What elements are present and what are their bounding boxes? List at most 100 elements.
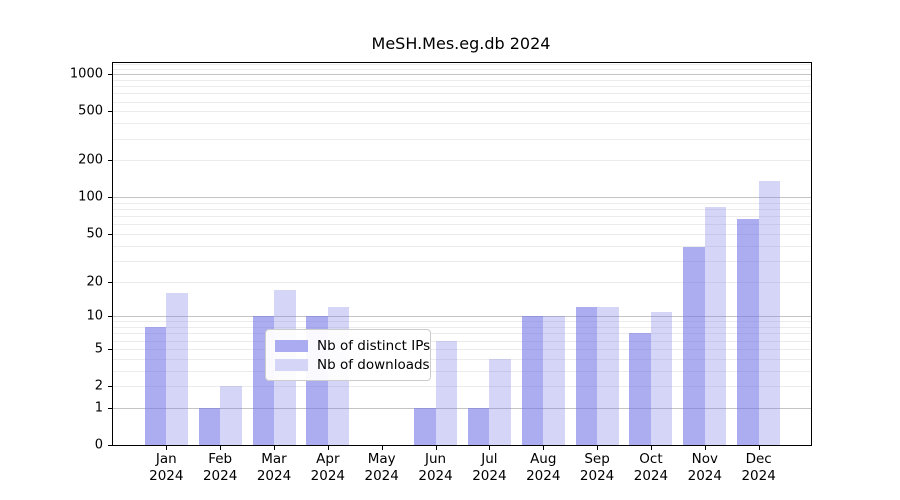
y-tick-label: 500 <box>78 103 103 119</box>
minor-gridline <box>113 245 811 247</box>
bar-downloads-jun <box>435 340 458 445</box>
x-tick-label: Oct 2024 <box>633 451 669 484</box>
minor-gridline <box>113 86 811 88</box>
bar-downloads-jan <box>166 292 188 445</box>
minor-gridline <box>113 160 811 162</box>
major-gridline <box>113 407 811 409</box>
minor-gridline <box>113 340 811 342</box>
minor-gridline <box>113 370 811 372</box>
x-tick <box>435 446 437 450</box>
bar-distinct-ips-jan <box>144 327 167 445</box>
minor-gridline <box>113 224 811 226</box>
y-tick <box>108 348 112 350</box>
minor-gridline <box>113 281 811 283</box>
x-tick <box>274 446 275 450</box>
major-gridline <box>113 197 811 199</box>
bar-downloads-feb <box>220 386 242 445</box>
legend: Nb of distinct IPs Nb of downloads <box>265 329 431 381</box>
legend-label: Nb of downloads <box>317 356 430 373</box>
legend-swatch-downloads <box>275 358 308 371</box>
x-tick <box>166 446 168 450</box>
bar-distinct-ips-feb <box>198 407 221 445</box>
minor-gridline <box>113 234 811 236</box>
y-tick-label: 1 <box>94 400 103 416</box>
y-tick-label: 0 <box>94 437 103 453</box>
y-tick-label: 1000 <box>69 66 103 82</box>
y-tick-label: 100 <box>78 189 103 205</box>
minor-gridline <box>113 260 811 262</box>
bar-downloads-dec <box>758 180 781 445</box>
legend-label: Nb of distinct IPs <box>317 337 431 354</box>
x-tick-label: Feb 2024 <box>202 451 238 484</box>
minor-gridline <box>113 101 811 103</box>
minor-gridline <box>113 138 811 140</box>
x-tick <box>543 446 545 450</box>
minor-gridline <box>113 64 811 66</box>
y-tick <box>108 386 112 388</box>
bar-distinct-ips-dec <box>737 218 759 445</box>
x-tick-label: Dec 2024 <box>741 451 776 484</box>
bar-downloads-nov <box>704 206 727 445</box>
bar-downloads-jul <box>489 358 511 445</box>
x-tick-label: Jul 2024 <box>472 451 507 484</box>
x-tick-label: May 2024 <box>364 451 399 484</box>
bar-downloads-aug <box>543 316 565 445</box>
minor-gridline <box>113 386 811 388</box>
x-tick-label: Jan 2024 <box>149 451 184 484</box>
bar-distinct-ips-jun <box>414 407 436 445</box>
y-tick-label: 10 <box>86 308 103 324</box>
y-tick <box>108 74 112 76</box>
minor-gridline <box>113 348 811 350</box>
minor-gridline <box>113 111 811 113</box>
minor-gridline <box>113 321 811 323</box>
x-tick <box>489 446 491 450</box>
y-tick-label: 2 <box>94 378 103 394</box>
y-tick-label: 50 <box>86 226 103 242</box>
x-tick-label: Jun 2024 <box>418 451 453 484</box>
x-tick <box>381 446 383 450</box>
minor-gridline <box>113 93 811 95</box>
x-tick <box>758 446 760 450</box>
major-gridline <box>113 74 811 76</box>
minor-gridline <box>113 333 811 335</box>
y-tick-label: 5 <box>94 341 103 357</box>
y-tick <box>108 197 112 199</box>
y-tick <box>108 160 112 162</box>
minor-gridline <box>113 123 811 125</box>
bar-distinct-ips-jul <box>467 407 490 445</box>
plot-area: 0 1 2 5 10 20 50 100 200 500 1000 Jan 2024 Feb 2024 M… <box>70 62 812 484</box>
y-tick <box>108 111 112 113</box>
y-tick <box>108 407 112 409</box>
bar-distinct-ips-aug <box>521 316 544 445</box>
y-tick <box>108 234 112 236</box>
legend-swatch-distinct-ips <box>275 339 308 352</box>
x-tick <box>704 446 706 450</box>
bar-downloads-sep <box>597 307 619 445</box>
x-tick-label: Apr 2024 <box>310 451 346 484</box>
y-tick-label: 200 <box>78 152 103 168</box>
major-gridline <box>113 316 811 318</box>
x-tick <box>650 446 652 450</box>
bar-distinct-ips-oct <box>629 333 651 445</box>
legend-item: Nb of downloads <box>275 355 430 374</box>
chart-title: MeSH.Mes.eg.db 2024 <box>371 34 551 53</box>
minor-gridline <box>113 79 811 81</box>
x-tick <box>597 446 599 450</box>
x-tick <box>220 446 222 450</box>
x-tick-label: Nov 2024 <box>687 451 722 484</box>
y-tick <box>108 445 112 446</box>
x-tick <box>327 446 329 450</box>
legend-item: Nb of distinct IPs <box>275 336 430 355</box>
minor-gridline <box>113 216 811 218</box>
bar-downloads-oct <box>650 311 673 445</box>
x-tick-label: Sep 2024 <box>579 451 615 484</box>
x-tick-label: Mar 2024 <box>256 451 292 484</box>
minor-gridline <box>113 327 811 329</box>
minor-gridline <box>113 209 811 211</box>
x-tick-label: Aug 2024 <box>526 451 561 484</box>
minor-gridline <box>113 69 811 71</box>
minor-gridline <box>113 358 811 360</box>
bar-distinct-ips-sep <box>575 307 598 445</box>
y-tick <box>108 316 112 318</box>
